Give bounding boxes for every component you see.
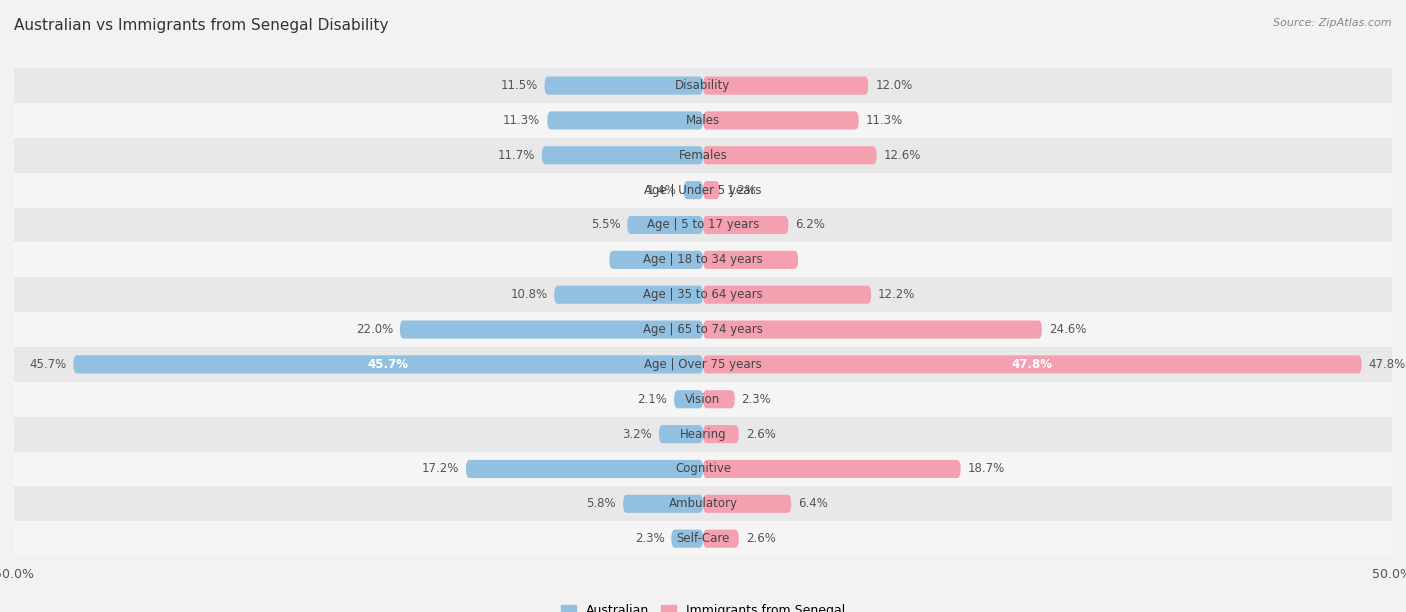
- Text: 11.3%: 11.3%: [503, 114, 540, 127]
- Text: 45.7%: 45.7%: [30, 358, 66, 371]
- Text: 2.3%: 2.3%: [741, 393, 772, 406]
- FancyBboxPatch shape: [703, 494, 792, 513]
- Text: 11.3%: 11.3%: [866, 114, 903, 127]
- FancyBboxPatch shape: [703, 111, 859, 130]
- Text: Ambulatory: Ambulatory: [668, 498, 738, 510]
- Text: 5.8%: 5.8%: [586, 498, 616, 510]
- Text: 5.5%: 5.5%: [591, 218, 620, 231]
- Text: Age | 35 to 64 years: Age | 35 to 64 years: [643, 288, 763, 301]
- FancyBboxPatch shape: [73, 356, 703, 373]
- FancyBboxPatch shape: [673, 390, 703, 408]
- FancyBboxPatch shape: [554, 286, 703, 304]
- Text: 45.7%: 45.7%: [367, 358, 409, 371]
- FancyBboxPatch shape: [703, 321, 1042, 338]
- Bar: [14, 312, 1392, 347]
- FancyBboxPatch shape: [683, 181, 703, 200]
- Text: 10.8%: 10.8%: [510, 288, 547, 301]
- FancyBboxPatch shape: [703, 251, 799, 269]
- FancyBboxPatch shape: [703, 286, 872, 304]
- Bar: [14, 138, 1392, 173]
- Text: 1.4%: 1.4%: [647, 184, 676, 196]
- FancyBboxPatch shape: [703, 216, 789, 234]
- Text: 47.8%: 47.8%: [1368, 358, 1406, 371]
- Text: 22.0%: 22.0%: [356, 323, 392, 336]
- Text: Disability: Disability: [675, 79, 731, 92]
- Bar: [14, 173, 1392, 207]
- Text: Self-Care: Self-Care: [676, 532, 730, 545]
- FancyBboxPatch shape: [547, 111, 703, 130]
- Text: 17.2%: 17.2%: [422, 463, 460, 476]
- Text: 6.4%: 6.4%: [799, 498, 828, 510]
- FancyBboxPatch shape: [703, 146, 876, 165]
- FancyBboxPatch shape: [703, 460, 960, 478]
- Bar: [14, 417, 1392, 452]
- Bar: [14, 487, 1392, 521]
- FancyBboxPatch shape: [399, 321, 703, 338]
- Text: 2.6%: 2.6%: [745, 428, 776, 441]
- FancyBboxPatch shape: [544, 76, 703, 95]
- Text: 12.6%: 12.6%: [883, 149, 921, 162]
- Bar: [14, 207, 1392, 242]
- FancyBboxPatch shape: [627, 216, 703, 234]
- Text: 2.1%: 2.1%: [637, 393, 668, 406]
- Text: Males: Males: [686, 114, 720, 127]
- FancyBboxPatch shape: [609, 251, 703, 269]
- FancyBboxPatch shape: [465, 460, 703, 478]
- FancyBboxPatch shape: [703, 529, 738, 548]
- Text: 2.6%: 2.6%: [745, 532, 776, 545]
- Bar: [14, 242, 1392, 277]
- FancyBboxPatch shape: [703, 181, 720, 200]
- Bar: [14, 347, 1392, 382]
- Text: 2.3%: 2.3%: [634, 532, 665, 545]
- Bar: [14, 452, 1392, 487]
- FancyBboxPatch shape: [703, 76, 869, 95]
- FancyBboxPatch shape: [623, 494, 703, 513]
- Text: 47.8%: 47.8%: [1012, 358, 1053, 371]
- Text: Cognitive: Cognitive: [675, 463, 731, 476]
- Text: 1.2%: 1.2%: [727, 184, 756, 196]
- Bar: [14, 103, 1392, 138]
- Text: 11.5%: 11.5%: [501, 79, 537, 92]
- Text: Source: ZipAtlas.com: Source: ZipAtlas.com: [1274, 18, 1392, 28]
- FancyBboxPatch shape: [703, 390, 735, 408]
- Text: 24.6%: 24.6%: [1049, 323, 1087, 336]
- Bar: [14, 382, 1392, 417]
- FancyBboxPatch shape: [671, 529, 703, 548]
- Text: 6.2%: 6.2%: [796, 218, 825, 231]
- Legend: Australian, Immigrants from Senegal: Australian, Immigrants from Senegal: [555, 599, 851, 612]
- Text: Females: Females: [679, 149, 727, 162]
- Text: Age | 65 to 74 years: Age | 65 to 74 years: [643, 323, 763, 336]
- Text: 12.2%: 12.2%: [877, 288, 915, 301]
- Text: Hearing: Hearing: [679, 428, 727, 441]
- Text: 11.7%: 11.7%: [498, 149, 534, 162]
- Text: Age | 18 to 34 years: Age | 18 to 34 years: [643, 253, 763, 266]
- Text: Age | Over 75 years: Age | Over 75 years: [644, 358, 762, 371]
- Text: Australian vs Immigrants from Senegal Disability: Australian vs Immigrants from Senegal Di…: [14, 18, 388, 34]
- FancyBboxPatch shape: [703, 356, 1361, 373]
- Text: 3.2%: 3.2%: [623, 428, 652, 441]
- Text: Age | Under 5 years: Age | Under 5 years: [644, 184, 762, 196]
- Bar: [14, 277, 1392, 312]
- Bar: [14, 68, 1392, 103]
- Text: Vision: Vision: [685, 393, 721, 406]
- Text: 18.7%: 18.7%: [967, 463, 1005, 476]
- Bar: [14, 521, 1392, 556]
- FancyBboxPatch shape: [659, 425, 703, 443]
- Text: 12.0%: 12.0%: [875, 79, 912, 92]
- FancyBboxPatch shape: [703, 425, 738, 443]
- FancyBboxPatch shape: [541, 146, 703, 165]
- Text: Age | 5 to 17 years: Age | 5 to 17 years: [647, 218, 759, 231]
